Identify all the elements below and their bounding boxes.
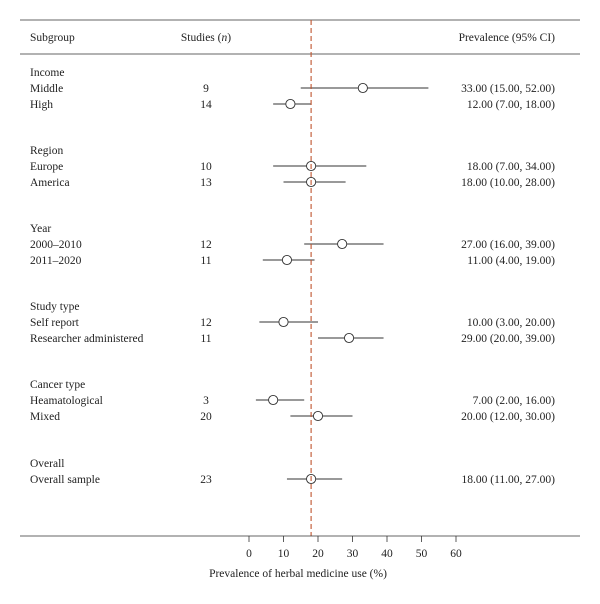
row-label: Overall sample: [30, 474, 100, 486]
group-title: Region: [30, 145, 63, 157]
row-prevalence-text: 18.00 (10.00, 28.00): [461, 177, 555, 189]
row-label: 2011–2020: [30, 255, 82, 267]
point-estimate: [268, 394, 279, 406]
row-label: America: [30, 177, 70, 189]
row-prevalence-text: 11.00 (4.00, 19.00): [467, 255, 555, 267]
header-studies: Studies (n): [181, 32, 231, 44]
row-prevalence-text: 20.00 (12.00, 30.00): [461, 411, 555, 423]
group-year: Year 2000–2010 12 27.00 (16.00, 39.00) 2011–…: [30, 223, 555, 267]
row-prevalence-text: 10.00 (3.00, 20.00): [467, 317, 555, 329]
x-tick-label: 20: [312, 548, 324, 560]
row-prevalence-text: 33.00 (15.00, 52.00): [461, 83, 555, 95]
point-estimate: [278, 316, 289, 328]
row-studies: 11: [200, 333, 211, 345]
point-estimate: [281, 254, 293, 266]
x-tick-label: 10: [278, 548, 290, 560]
x-tick-label: 40: [381, 548, 393, 560]
row-label: Researcher administered: [30, 333, 144, 345]
table-row: Europe 10 18.00 (7.00, 34.00): [30, 160, 555, 173]
row-studies: 12: [200, 239, 212, 251]
header-studies-prefix: Studies (: [181, 32, 222, 44]
row-studies: 23: [200, 474, 212, 486]
group-overall: Overall Overall sample 23 18.00 (11.00, 27.…: [30, 458, 555, 486]
table-row: 2000–2010 12 27.00 (16.00, 39.00): [30, 238, 555, 251]
row-label: Heamatological: [30, 395, 103, 407]
group-cancer-type: Cancer type Heamatological 3 7.00 (2.00, 16…: [30, 379, 555, 423]
table-row: Heamatological 3 7.00 (2.00, 16.00): [30, 394, 556, 407]
table-row: America 13 18.00 (10.00, 28.00): [30, 176, 555, 189]
header-studies-n: n: [221, 32, 227, 44]
point-estimate: [285, 98, 296, 110]
x-tick-label: 50: [416, 548, 428, 560]
x-axis: 0 10 20 30 40 50 60: [246, 536, 462, 560]
row-studies: 9: [203, 83, 209, 95]
forest-rows: Income Middle 9 33.00 (15.00, 52.00) High 14 1…: [30, 20, 555, 536]
row-label: 2000–2010: [30, 239, 82, 251]
x-axis-label: Prevalence of herbal medicine use (%): [209, 568, 387, 580]
row-label: Mixed: [30, 411, 60, 423]
header-subgroup: Subgroup: [30, 32, 75, 44]
table-row: Middle 9 33.00 (15.00, 52.00): [30, 82, 555, 95]
row-studies: 13: [200, 177, 212, 189]
table-row: 2011–2020 11 11.00 (4.00, 19.00): [30, 254, 555, 267]
group-study-type: Study type Self report 12 10.00 (3.00, 20.0…: [30, 301, 555, 345]
header-prevalence: Prevalence (95% CI): [459, 32, 556, 44]
point-estimate: [337, 238, 348, 250]
row-studies: 20: [200, 411, 212, 423]
group-title: Income: [30, 67, 64, 79]
row-label: Europe: [30, 161, 63, 173]
group-region: Region Europe 10 18.00 (7.00, 34.00) America…: [30, 145, 555, 189]
group-title: Study type: [30, 301, 80, 313]
row-label: High: [30, 99, 53, 111]
group-title: Cancer type: [30, 379, 85, 391]
row-prevalence-text: 7.00 (2.00, 16.00): [473, 395, 556, 407]
group-title: Year: [30, 223, 51, 235]
point-estimate: [312, 410, 324, 422]
table-row: Mixed 20 20.00 (12.00, 30.00): [30, 410, 555, 423]
table-row: Self report 12 10.00 (3.00, 20.00): [30, 316, 555, 329]
group-title: Overall: [30, 458, 64, 470]
row-label: Self report: [30, 317, 80, 329]
x-tick-label: 30: [347, 548, 359, 560]
point-estimate: [343, 332, 355, 344]
point-estimate: [357, 82, 368, 94]
row-studies: 12: [200, 317, 212, 329]
row-studies: 11: [200, 255, 211, 267]
group-income: Income Middle 9 33.00 (15.00, 52.00) High 14 1…: [30, 67, 555, 111]
row-prevalence-text: 12.00 (7.00, 18.00): [467, 99, 555, 111]
row-prevalence-text: 18.00 (7.00, 34.00): [467, 161, 555, 173]
row-prevalence-text: 27.00 (16.00, 39.00): [461, 239, 555, 251]
row-label: Middle: [30, 83, 63, 95]
table-row: Researcher administered 11 29.00 (20.00, 3…: [30, 332, 555, 345]
row-studies: 14: [200, 99, 212, 111]
row-prevalence-text: 18.00 (11.00, 27.00): [462, 474, 556, 486]
row-studies: 10: [200, 161, 212, 173]
table-row: Overall sample 23 18.00 (11.00, 27.00): [30, 473, 556, 486]
x-tick-label: 0: [246, 548, 252, 560]
table-row: High 14 12.00 (7.00, 18.00): [30, 98, 555, 111]
row-prevalence-text: 29.00 (20.00, 39.00): [461, 333, 555, 345]
x-tick-label: 60: [450, 548, 462, 560]
row-studies: 3: [203, 395, 209, 407]
header-studies-suffix: ): [227, 32, 231, 44]
